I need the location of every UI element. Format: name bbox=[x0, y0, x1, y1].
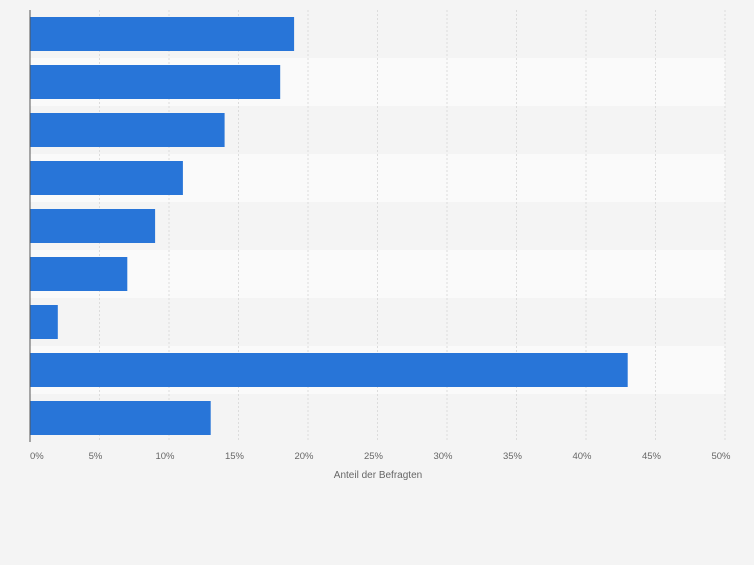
bar[interactable] bbox=[30, 305, 58, 339]
bar[interactable] bbox=[30, 401, 211, 435]
x-tick-label: 5% bbox=[89, 451, 103, 462]
bar[interactable] bbox=[30, 257, 128, 291]
x-tick-label: 20% bbox=[294, 451, 314, 462]
x-axis-label: Anteil der Befragten bbox=[334, 470, 422, 481]
bar[interactable] bbox=[30, 161, 183, 195]
x-axis-tick-labels: 0% 5% 10% 15% 20% 25% 30% 35% 40% 45% 50% bbox=[30, 451, 731, 462]
x-tick-label: 10% bbox=[155, 451, 175, 462]
bar[interactable] bbox=[30, 209, 156, 243]
bar[interactable] bbox=[30, 113, 225, 147]
bar[interactable] bbox=[30, 65, 281, 99]
x-tick-label: 30% bbox=[433, 451, 453, 462]
x-tick-label: 15% bbox=[225, 451, 245, 462]
x-tick-label: 25% bbox=[364, 451, 384, 462]
x-tick-label: 45% bbox=[642, 451, 662, 462]
x-tick-label: 35% bbox=[503, 451, 523, 462]
bars bbox=[30, 17, 628, 435]
bar[interactable] bbox=[30, 17, 295, 51]
bar[interactable] bbox=[30, 353, 628, 387]
x-tick-label: 50% bbox=[711, 451, 731, 462]
x-tick-label: 0% bbox=[30, 451, 44, 462]
x-tick-label: 40% bbox=[572, 451, 592, 462]
